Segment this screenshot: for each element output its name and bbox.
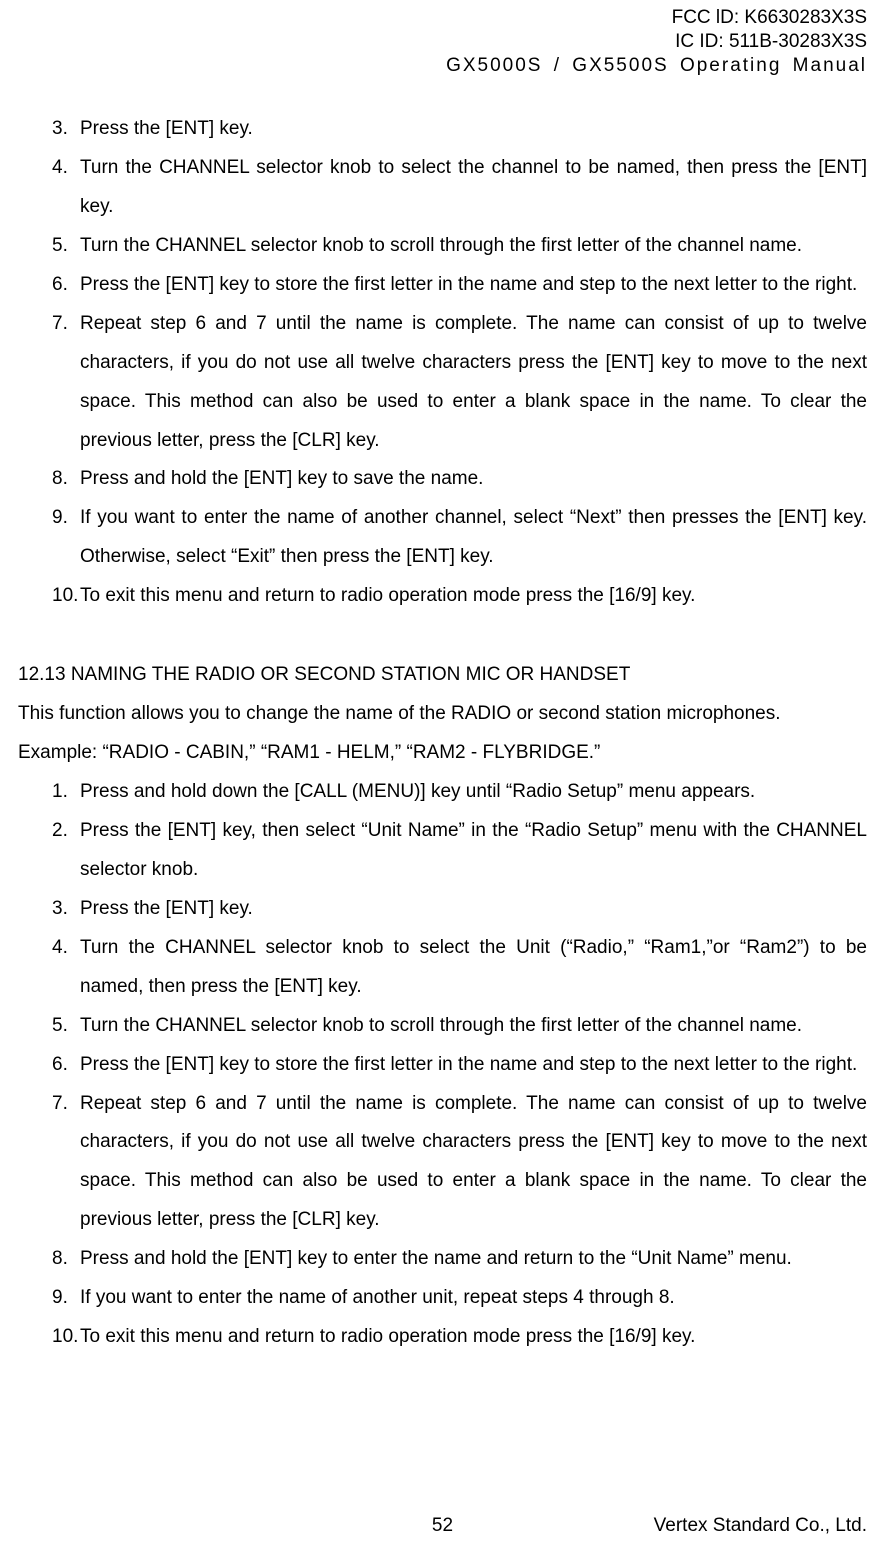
item-text: Press the [ENT] key.: [80, 110, 867, 149]
list-item: 10. To exit this menu and return to radi…: [44, 1318, 867, 1357]
list-item: 3. Press the [ENT] key.: [44, 110, 867, 149]
item-text: Press and hold down the [CALL (MENU)] ke…: [80, 773, 867, 812]
manual-page: FCC lD: K6630283X3S IC ID: 511B-30283X3S…: [0, 0, 885, 1555]
item-number: 3.: [44, 110, 80, 149]
section2-heading: 12.13 NAMING THE RADIO OR SECOND STATION…: [18, 656, 867, 695]
page-number: 52: [432, 1515, 453, 1537]
item-number: 5.: [44, 1007, 80, 1046]
item-number: 7.: [44, 1085, 80, 1241]
list-item: 5. Turn the CHANNEL selector knob to scr…: [44, 1007, 867, 1046]
section-gap: [18, 616, 867, 656]
list-item: 9. If you want to enter the name of anot…: [44, 499, 867, 577]
item-text: Press and hold the [ENT] key to enter th…: [80, 1240, 867, 1279]
item-text: Press and hold the [ENT] key to save the…: [80, 460, 867, 499]
page-footer: 52 Vertex Standard Co., Ltd.: [18, 1515, 867, 1537]
list-item: 4. Turn the CHANNEL selector knob to sel…: [44, 149, 867, 227]
item-number: 3.: [44, 890, 80, 929]
item-text: Repeat step 6 and 7 until the name is co…: [80, 305, 867, 461]
item-text: Turn the CHANNEL selector knob to select…: [80, 149, 867, 227]
list-item: 3. Press the [ENT] key.: [44, 890, 867, 929]
item-number: 7.: [44, 305, 80, 461]
item-number: 6.: [44, 1046, 80, 1085]
fcc-id: FCC lD: K6630283X3S: [446, 6, 867, 30]
section2-intro1: This function allows you to change the n…: [18, 695, 867, 734]
model-title: GX5000S / GX5500S Operating Manual: [446, 54, 867, 78]
list-item: 7. Repeat step 6 and 7 until the name is…: [44, 305, 867, 461]
section2-list: 1. Press and hold down the [CALL (MENU)]…: [18, 773, 867, 1357]
item-number: 10.: [44, 577, 80, 616]
item-number: 8.: [44, 460, 80, 499]
section2-intro2: Example: “RADIO - CABIN,” “RAM1 - HELM,”…: [18, 734, 867, 773]
ic-id: IC ID: 511B-30283X3S: [446, 30, 867, 54]
item-number: 1.: [44, 773, 80, 812]
list-item: 8. Press and hold the [ENT] key to save …: [44, 460, 867, 499]
page-header: FCC lD: K6630283X3S IC ID: 511B-30283X3S…: [446, 6, 867, 77]
list-item: 1. Press and hold down the [CALL (MENU)]…: [44, 773, 867, 812]
item-text: If you want to enter the name of another…: [80, 499, 867, 577]
item-number: 9.: [44, 499, 80, 577]
list-item: 7. Repeat step 6 and 7 until the name is…: [44, 1085, 867, 1241]
list-item: 6. Press the [ENT] key to store the firs…: [44, 1046, 867, 1085]
item-text: If you want to enter the name of another…: [80, 1279, 867, 1318]
list-item: 8. Press and hold the [ENT] key to enter…: [44, 1240, 867, 1279]
item-text: To exit this menu and return to radio op…: [80, 1318, 867, 1357]
list-item: 5. Turn the CHANNEL selector knob to scr…: [44, 227, 867, 266]
list-item: 4. Turn the CHANNEL selector knob to sel…: [44, 929, 867, 1007]
item-number: 6.: [44, 266, 80, 305]
item-text: Press the [ENT] key, then select “Unit N…: [80, 812, 867, 890]
item-text: Turn the CHANNEL selector knob to scroll…: [80, 1007, 867, 1046]
item-text: Repeat step 6 and 7 until the name is co…: [80, 1085, 867, 1241]
item-text: To exit this menu and return to radio op…: [80, 577, 867, 616]
list-item: 10. To exit this menu and return to radi…: [44, 577, 867, 616]
section1-list: 3. Press the [ENT] key. 4. Turn the CHAN…: [18, 110, 867, 616]
list-item: 9. If you want to enter the name of anot…: [44, 1279, 867, 1318]
item-number: 5.: [44, 227, 80, 266]
company-name: Vertex Standard Co., Ltd.: [654, 1515, 867, 1537]
item-number: 4.: [44, 149, 80, 227]
item-number: 8.: [44, 1240, 80, 1279]
list-item: 6. Press the [ENT] key to store the firs…: [44, 266, 867, 305]
list-item: 2. Press the [ENT] key, then select “Uni…: [44, 812, 867, 890]
item-text: Press the [ENT] key to store the first l…: [80, 1046, 867, 1085]
item-text: Press the [ENT] key to store the first l…: [80, 266, 867, 305]
item-number: 10.: [44, 1318, 80, 1357]
page-content: 3. Press the [ENT] key. 4. Turn the CHAN…: [18, 110, 867, 1357]
item-number: 4.: [44, 929, 80, 1007]
item-text: Turn the CHANNEL selector knob to select…: [80, 929, 867, 1007]
item-text: Turn the CHANNEL selector knob to scroll…: [80, 227, 867, 266]
item-text: Press the [ENT] key.: [80, 890, 867, 929]
item-number: 2.: [44, 812, 80, 890]
item-number: 9.: [44, 1279, 80, 1318]
